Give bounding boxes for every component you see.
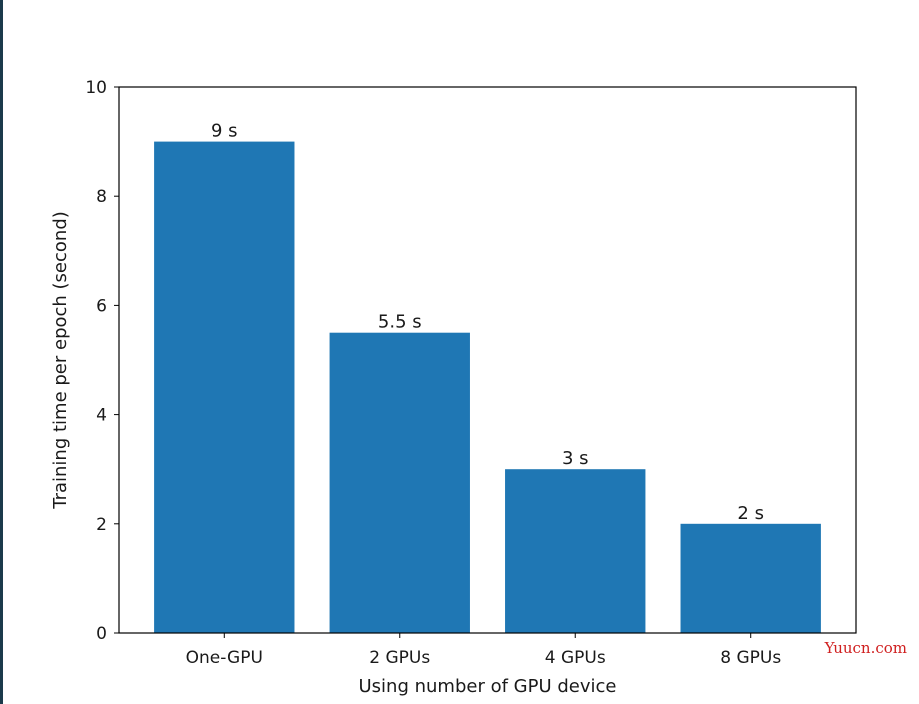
y-tick-label: 2	[96, 515, 107, 535]
y-axis-label: Training time per epoch (second)	[50, 211, 71, 510]
plot-frame	[118, 86, 857, 634]
bar-value-label: 3 s	[562, 448, 589, 469]
left-border	[0, 0, 3, 704]
x-tick-label: One-GPU	[186, 648, 263, 668]
y-tick-label: 8	[96, 187, 107, 207]
bar-value-label: 5.5 s	[378, 312, 422, 333]
watermark: Yuucn.com	[824, 639, 907, 657]
y-axis: 0 2 4 6 8 10	[85, 78, 119, 644]
x-tick-label: 4 GPUs	[545, 648, 606, 668]
x-axis-label: Using number of GPU device	[359, 676, 617, 697]
bar-value-label: 2 s	[737, 503, 764, 524]
bar	[154, 141, 295, 633]
x-axis: One-GPU 2 GPUs 4 GPUs 8 GPUs	[186, 633, 781, 668]
bar-value-label: 9 s	[211, 121, 238, 142]
x-tick-label: 8 GPUs	[720, 648, 781, 668]
y-tick-label: 10	[85, 78, 107, 98]
x-tick-label: 2 GPUs	[369, 648, 430, 668]
bar	[329, 332, 470, 633]
y-tick-label: 6	[96, 296, 107, 316]
bar	[505, 469, 646, 633]
y-tick-label: 0	[96, 624, 107, 644]
bars-group	[154, 141, 821, 633]
bar	[680, 523, 821, 633]
data-labels-group: 9 s 5.5 s 3 s 2 s	[211, 121, 764, 524]
y-tick-label: 4	[96, 406, 107, 426]
